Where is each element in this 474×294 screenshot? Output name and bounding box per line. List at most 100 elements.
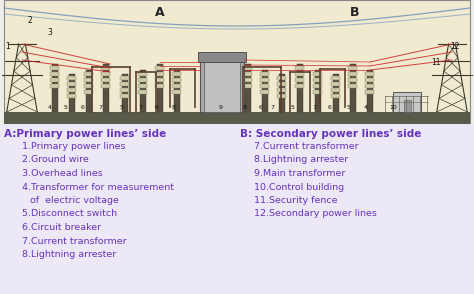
Bar (262, 70, 268, 112)
Bar (155, 84, 164, 88)
Text: 7: 7 (98, 105, 102, 110)
Text: 4.Transformer for measurement: 4.Transformer for measurement (22, 183, 174, 191)
Bar (365, 72, 374, 76)
Text: 10: 10 (389, 105, 397, 110)
Text: A:Primary power lines’ side: A:Primary power lines’ side (4, 129, 166, 139)
Text: 3: 3 (47, 28, 53, 37)
Bar (101, 66, 110, 70)
Text: 11: 11 (431, 58, 441, 67)
Bar (157, 64, 163, 112)
Text: 12: 12 (450, 42, 460, 51)
Text: 8.Lightning arrester: 8.Lightning arrester (22, 250, 116, 259)
Bar (138, 90, 147, 94)
Bar (277, 88, 286, 92)
Bar (204, 54, 240, 112)
Text: B: B (350, 6, 360, 19)
Text: 7: 7 (138, 105, 142, 110)
Bar (84, 72, 93, 76)
Text: 6: 6 (328, 105, 332, 110)
Bar (155, 66, 164, 70)
Bar (51, 84, 60, 88)
Text: 2.Ground wire: 2.Ground wire (22, 156, 89, 165)
Bar (120, 76, 129, 80)
Bar (138, 72, 147, 76)
Text: 4: 4 (364, 105, 368, 110)
Bar (69, 74, 75, 112)
Text: A: A (155, 6, 165, 19)
Text: 11.Security fence: 11.Security fence (254, 196, 337, 205)
Bar (295, 72, 304, 76)
Bar (244, 78, 253, 82)
Text: 7.Current transformer: 7.Current transformer (254, 142, 359, 151)
Bar (173, 78, 182, 82)
Bar (67, 76, 76, 80)
Text: 6: 6 (81, 105, 85, 110)
Text: 10.Control building: 10.Control building (254, 183, 344, 191)
Text: 9.Main transformer: 9.Main transformer (254, 169, 346, 178)
Bar (261, 84, 270, 88)
Bar (277, 94, 286, 98)
Bar (101, 78, 110, 82)
Bar (367, 70, 373, 112)
Bar (331, 88, 340, 92)
Bar (261, 78, 270, 82)
Text: 6: 6 (155, 105, 159, 110)
Bar (244, 84, 253, 88)
Text: 8: 8 (243, 105, 247, 110)
Bar (295, 84, 304, 88)
Bar (155, 72, 164, 76)
Text: 7.Current transformer: 7.Current transformer (22, 236, 127, 245)
Text: 7: 7 (312, 105, 316, 110)
Bar (67, 82, 76, 86)
Bar (297, 64, 303, 112)
Bar (198, 52, 246, 62)
Text: 12.Secondary power lines: 12.Secondary power lines (254, 210, 377, 218)
Bar (277, 76, 286, 80)
Bar (365, 78, 374, 82)
Bar (138, 84, 147, 88)
Text: 5: 5 (347, 105, 351, 110)
Text: 9: 9 (219, 105, 223, 110)
Bar (313, 90, 322, 94)
Bar (120, 94, 129, 98)
Text: 6.Circuit breaker: 6.Circuit breaker (22, 223, 101, 232)
Bar (86, 70, 92, 112)
Bar (333, 74, 339, 112)
Text: 7: 7 (270, 105, 274, 110)
Bar (200, 54, 244, 112)
Bar (122, 74, 128, 112)
Bar (277, 82, 286, 86)
Bar (350, 64, 356, 112)
Bar (84, 84, 93, 88)
Bar (0, 124, 474, 294)
Text: 1: 1 (6, 42, 10, 51)
Bar (315, 70, 321, 112)
Text: 5: 5 (120, 105, 124, 110)
Text: 6: 6 (259, 105, 263, 110)
Bar (120, 82, 129, 86)
Text: 8.Lightning arrester: 8.Lightning arrester (254, 156, 348, 165)
Bar (67, 88, 76, 92)
Text: 3.Overhead lines: 3.Overhead lines (22, 169, 103, 178)
Bar (313, 72, 322, 76)
Bar (295, 66, 304, 70)
Text: 4: 4 (48, 105, 52, 110)
Bar (51, 72, 60, 76)
Bar (4, 0, 470, 124)
Bar (155, 78, 164, 82)
Bar (140, 70, 146, 112)
Bar (101, 84, 110, 88)
Text: 2: 2 (27, 16, 32, 25)
Bar (138, 78, 147, 82)
Text: of  electric voltage: of electric voltage (30, 196, 119, 205)
Text: 5.Disconnect switch: 5.Disconnect switch (22, 210, 117, 218)
Bar (404, 100, 411, 112)
Bar (4, 112, 470, 124)
Bar (173, 72, 182, 76)
Text: 1.Primary power lines: 1.Primary power lines (22, 142, 126, 151)
Bar (331, 76, 340, 80)
Bar (244, 66, 253, 70)
Text: 5: 5 (64, 105, 68, 110)
Bar (279, 74, 285, 112)
Text: 8: 8 (172, 105, 176, 110)
